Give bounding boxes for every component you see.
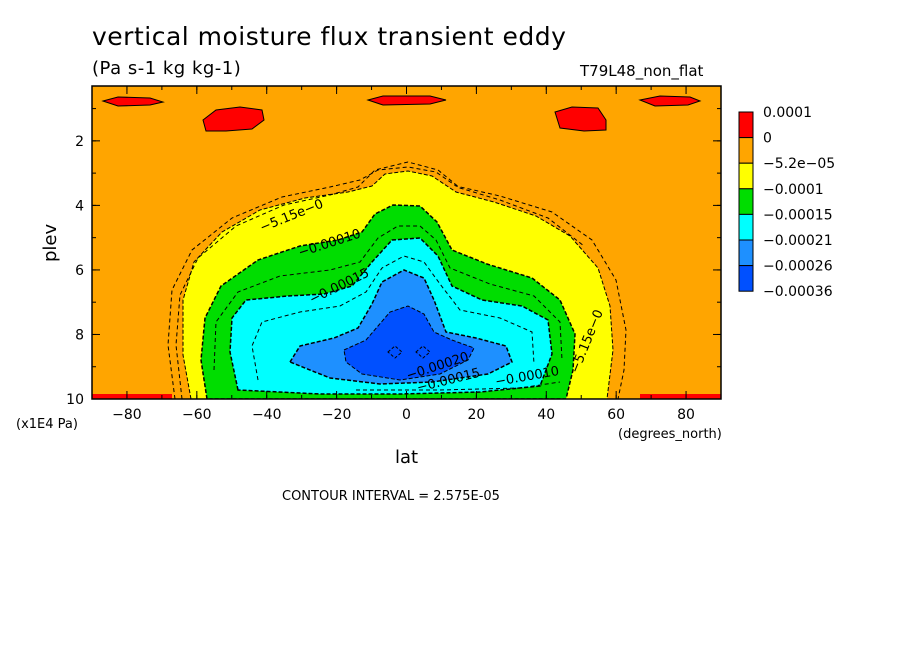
- colorbar-swatch: [738, 213, 754, 241]
- x-tick-label: 60: [607, 407, 625, 423]
- x-tick-label: 20: [467, 407, 485, 423]
- colorbar-label: 0: [763, 131, 772, 147]
- contour-outer-2: [175, 161, 585, 399]
- y-tick-label: 6: [75, 263, 84, 279]
- y-tick-label: 8: [75, 327, 84, 343]
- y-tick-label: 4: [75, 198, 84, 214]
- y-tick-label: 10: [66, 392, 84, 408]
- band-positive-center: [366, 95, 447, 106]
- y-axis-title: plev: [40, 223, 61, 262]
- colorbar-label: −0.00021: [763, 233, 833, 249]
- run-label: T79L48_non_flat: [580, 62, 704, 80]
- x-tick-label: −80: [112, 407, 142, 423]
- min-marker-right: [415, 345, 431, 359]
- colorbar-label: 0.0001: [763, 105, 812, 121]
- colorbar-label: −5.2e−05: [763, 156, 835, 172]
- x-axis: −80 −60 −40 −20 0 20 40 60 80: [91, 86, 722, 423]
- colorbar-label: −0.0001: [763, 182, 824, 198]
- min-marker-left: [387, 345, 403, 359]
- contour-internal-1: [213, 225, 563, 371]
- x-tick-label: −20: [322, 407, 352, 423]
- band-positive-bottom-right: [640, 394, 721, 399]
- contour-interval-label: CONTOUR INTERVAL = 2.575E-05: [282, 489, 500, 504]
- band-positive-bottom-left: [92, 394, 172, 399]
- colorbar-swatch: [738, 265, 754, 292]
- x-tick-label: 0: [402, 407, 411, 423]
- band-positive-right: [554, 106, 607, 132]
- colorbar-swatch: [738, 162, 754, 190]
- x-tick-label: 40: [537, 407, 555, 423]
- colorbar-label: −0.00015: [763, 207, 833, 223]
- colorbar-swatch: [738, 239, 754, 267]
- x-tick-label: −40: [252, 407, 282, 423]
- plot-area: −5.15e−0 −0.00010 −0.00015 −0.00020 −0.0…: [92, 86, 721, 399]
- x-tick-label: −60: [182, 407, 212, 423]
- colorbar-label: −0.00026: [763, 259, 833, 275]
- band-positive-top-right: [638, 95, 702, 107]
- y-tick-label: 2: [75, 134, 84, 150]
- contour-internal-2: [251, 255, 535, 381]
- chart-title: vertical moisture flux transient eddy: [92, 22, 567, 51]
- x-tick-label: 80: [677, 407, 695, 423]
- colorbar-label: −0.00036: [763, 284, 833, 300]
- contour-outer-1: [167, 166, 627, 399]
- colorbar: 0.0001 0 −5.2e−05 −0.0001 −0.00015 −0.00021 −0…: [738, 105, 835, 300]
- colorbar-swatch: [738, 111, 754, 139]
- y-axis-units: (x1E4 Pa): [16, 417, 78, 432]
- x-axis-units: (degrees_north): [618, 427, 722, 442]
- colorbar-swatch: [738, 137, 754, 164]
- colorbar-swatch: [738, 188, 754, 215]
- contour-internal-3: [356, 381, 561, 391]
- x-axis-title: lat: [395, 447, 418, 468]
- band-dark-blue: [343, 305, 475, 381]
- band-positive-top-left: [101, 96, 165, 107]
- y-axis: 2 4 6 8 10: [66, 108, 721, 408]
- band-positive-left: [202, 106, 265, 132]
- chart-units: (Pa s-1 kg kg-1): [92, 58, 242, 79]
